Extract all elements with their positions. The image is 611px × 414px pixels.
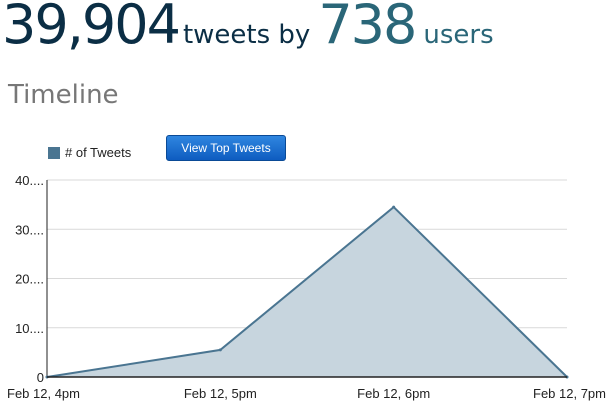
x-tick-label-3: Feb 12, 7pm xyxy=(533,386,606,401)
y-tick-label-3: 30.... xyxy=(15,222,44,237)
y-tick-label-4: 40.... xyxy=(15,173,44,188)
data-point-0-2 xyxy=(392,205,396,209)
legend-swatch xyxy=(48,146,60,159)
data-point-0-1 xyxy=(218,348,222,352)
series-area-0 xyxy=(47,207,567,377)
x-tick-label-1: Feb 12, 5pm xyxy=(184,386,257,401)
y-tick-label-0: 0 xyxy=(37,370,44,385)
chart-legend: # of Tweets xyxy=(48,145,131,160)
user-count: 738 xyxy=(318,0,417,56)
tweet-count: 39,904 xyxy=(2,0,181,56)
summary-headline: 39,904 tweets by 738 users xyxy=(2,0,494,52)
users-label: users xyxy=(423,20,494,50)
x-tick-label-2: Feb 12, 6pm xyxy=(357,386,430,401)
x-tick-label-0: Feb 12, 4pm xyxy=(7,386,80,401)
legend-label: # of Tweets xyxy=(65,145,132,160)
y-tick-label-1: 10.... xyxy=(15,321,44,336)
tweets-by-label: tweets by xyxy=(182,20,311,50)
series-line-0 xyxy=(46,205,568,378)
y-tick-label-2: 20.... xyxy=(15,272,44,287)
section-title: Timeline xyxy=(8,80,119,110)
view-top-tweets-button[interactable]: View Top Tweets xyxy=(166,135,286,161)
